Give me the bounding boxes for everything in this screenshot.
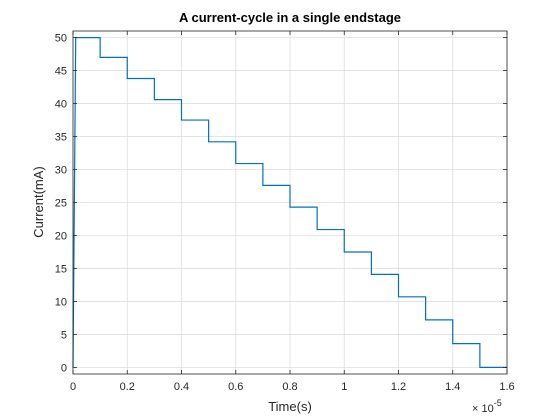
y-tick-label: 5 [61, 329, 67, 341]
chart-title: A current-cycle in a single endstage [179, 10, 401, 25]
y-tick-label: 35 [55, 132, 67, 144]
tick-labels: 0 0.2 0.4 0.6 0.8 1 1.2 1.4 1.6 0 5 10 15 20 25 30 35 40 4… [55, 33, 515, 393]
y-tick-label: 30 [55, 165, 67, 177]
y-tick-label: 10 [55, 296, 67, 308]
x-tick-label: 1 [341, 381, 347, 393]
y-tick-label: 40 [55, 99, 67, 111]
x-tick-label: 0.2 [120, 381, 135, 393]
y-tick-label: 0 [61, 362, 67, 374]
y-axis-label: Current(mA) [31, 166, 46, 238]
x-tick-label: 0.8 [282, 381, 297, 393]
y-tick-label: 50 [55, 33, 67, 45]
x-axis-label: Time(s) [268, 399, 312, 414]
y-tick-label: 25 [55, 198, 67, 210]
x-tick-label: 0 [70, 381, 76, 393]
x-exponent-base: × 10 [472, 403, 494, 415]
series-layer [72, 36, 507, 368]
y-tick-label: 20 [55, 230, 67, 242]
x-tick-label: 1.2 [391, 381, 406, 393]
y-tick-label: 15 [55, 263, 67, 275]
current-series-line [72, 36, 507, 368]
x-tick-label: 1.6 [499, 381, 514, 393]
x-tick-label: 0.6 [228, 381, 243, 393]
x-tick-label: 0.4 [174, 381, 189, 393]
x-exponent-label: × 10-5 [472, 398, 502, 415]
ticks [72, 31, 508, 374]
x-exponent-power: -5 [494, 398, 502, 408]
y-tick-label: 45 [55, 66, 67, 78]
x-tick-label: 1.4 [445, 381, 460, 393]
